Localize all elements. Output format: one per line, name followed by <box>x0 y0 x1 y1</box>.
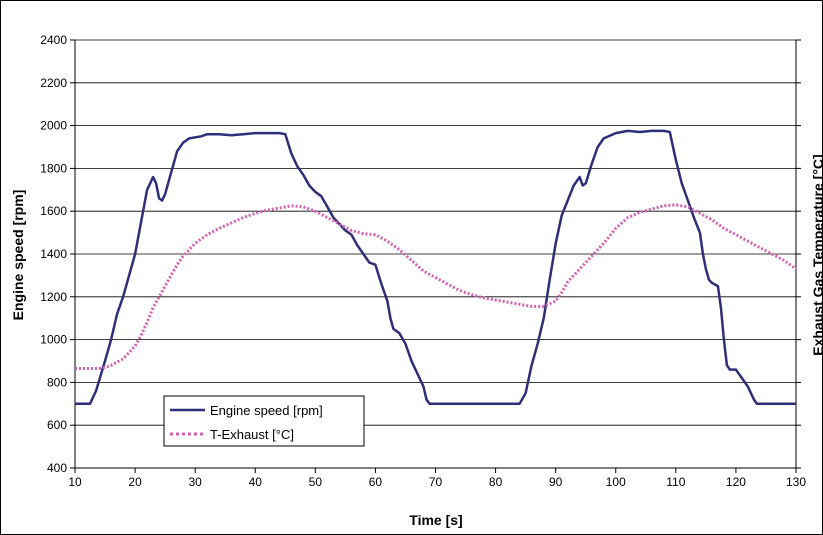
y2-axis-title: Exhaust Gas Temperature [°C] <box>810 154 823 355</box>
y-tick-label-2000: 2000 <box>40 119 67 133</box>
x-tick-label-130: 130 <box>786 475 806 489</box>
y-tick-label-2400: 2400 <box>40 33 67 47</box>
y-tick-label-1600: 1600 <box>40 204 67 218</box>
x-tick-label-70: 70 <box>429 475 443 489</box>
x-axis-title: Time [s] <box>409 512 462 528</box>
x-tick-labels: 10 20 30 40 50 60 70 80 90 100 110 120 130 <box>68 475 806 489</box>
y-axis-title: Engine speed [rpm] <box>10 190 26 321</box>
x-tick-label-40: 40 <box>249 475 263 489</box>
y-tick-label-600: 600 <box>47 418 67 432</box>
y-tick-label-1000: 1000 <box>40 333 67 347</box>
y-tick-label-1400: 1400 <box>40 247 67 261</box>
y-tick-label-800: 800 <box>47 375 67 389</box>
x-tick-label-60: 60 <box>369 475 383 489</box>
series-line-t-exhaust <box>75 203 797 370</box>
x-tick-label-10: 10 <box>68 475 82 489</box>
x-tick-label-20: 20 <box>128 475 142 489</box>
x-tick-label-80: 80 <box>489 475 503 489</box>
x-tick-label-30: 30 <box>188 475 202 489</box>
x-tick-label-90: 90 <box>549 475 563 489</box>
legend-label-t-exhaust: T-Exhaust [°C] <box>210 427 294 442</box>
axes <box>70 39 801 473</box>
x-tick-label-120: 120 <box>726 475 746 489</box>
series-group <box>75 129 797 406</box>
x-tick-label-100: 100 <box>606 475 626 489</box>
y-tick-label-1800: 1800 <box>40 161 67 175</box>
legend-label-engine-speed: Engine speed [rpm] <box>210 403 323 418</box>
y-tick-labels: 400 600 800 1000 1200 1400 1600 1800 2000 2200 240… <box>40 33 67 475</box>
x-tick-label-110: 110 <box>666 475 685 489</box>
legend: Engine speed [rpm] T-Exhaust [°C] <box>163 395 365 447</box>
gridlines <box>75 39 796 426</box>
y-tick-label-1200: 1200 <box>40 290 67 304</box>
y-tick-label-400: 400 <box>47 461 67 475</box>
y-tick-label-2200: 2200 <box>40 76 67 90</box>
series-line-engine-speed <box>75 129 796 406</box>
x-tick-label-50: 50 <box>309 475 323 489</box>
legend-box <box>163 395 365 447</box>
